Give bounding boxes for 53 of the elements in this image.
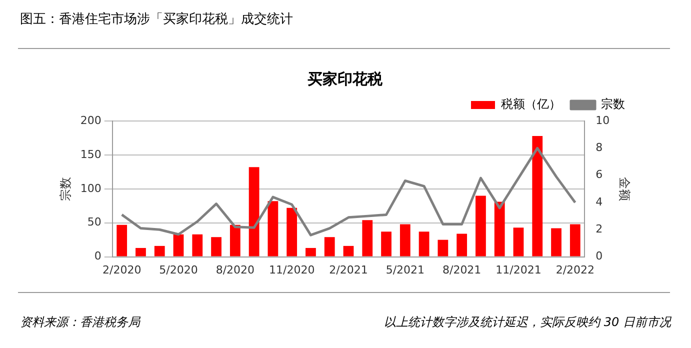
- y-tick-label: 100: [80, 182, 102, 195]
- y2-axis-title: 金额: [618, 176, 632, 201]
- bar: [154, 246, 165, 256]
- y2-tick-label: 4: [596, 195, 603, 208]
- x-tick-label: 5/2020: [159, 263, 198, 276]
- bar: [362, 220, 373, 256]
- bar: [532, 136, 543, 256]
- text: 资料来源：香港税务局: [20, 314, 140, 331]
- y-tick-label: 150: [80, 148, 102, 161]
- x-tick-label: 2/2020: [102, 263, 142, 276]
- bar: [286, 208, 298, 256]
- x-tick-label: 5/2021: [386, 263, 425, 276]
- x-tick-label: 8/2021: [442, 263, 482, 276]
- text: 以上统计数字涉及统计延迟，实际反映约 30 日前市况: [384, 314, 671, 331]
- bar: [551, 228, 562, 256]
- bar: [343, 246, 354, 256]
- bar: [456, 234, 468, 256]
- chart-title: 图五：香港住宅市场涉「买家印花税」成交统计: [20, 11, 293, 28]
- legend-label: 宗数: [601, 97, 625, 112]
- bar: [248, 167, 260, 256]
- bar: [116, 224, 128, 256]
- y2-tick-label: 8: [596, 141, 603, 154]
- bar: [438, 240, 448, 256]
- bar: [400, 224, 410, 256]
- bar: [136, 248, 146, 256]
- bar: [513, 228, 524, 256]
- x-tick-label: 8/2020: [216, 263, 255, 276]
- y-tick-label: 200: [80, 114, 102, 127]
- bar: [173, 234, 184, 256]
- bar: [211, 237, 222, 256]
- y-axis-title: 宗数: [58, 176, 72, 201]
- bar: [418, 232, 430, 256]
- bar: [230, 224, 240, 256]
- y-tick-label: 50: [87, 216, 102, 229]
- bar: [324, 237, 335, 256]
- y2-tick-label: 6: [596, 168, 603, 182]
- x-tick-label: 2/2021: [329, 263, 368, 276]
- y-tick-label: 0: [94, 250, 102, 263]
- bar: [268, 201, 278, 256]
- x-tick-label: 11/2020: [268, 263, 315, 276]
- legend-label: 税额（亿）: [501, 97, 561, 112]
- y2-tick-label: 2: [596, 222, 603, 236]
- bar: [381, 232, 392, 256]
- x-tick-label: 11/2021: [496, 263, 542, 276]
- bar: [306, 248, 316, 256]
- bar: [476, 196, 486, 256]
- y2-tick-label: 0: [596, 250, 603, 263]
- bar: [192, 234, 203, 256]
- x-tick-label: 2/2022: [556, 263, 595, 276]
- y2-tick-label: 10: [596, 114, 610, 127]
- bar: [494, 202, 505, 256]
- bar: [570, 224, 580, 256]
- chart-subtitle: 买家印花税: [308, 70, 384, 88]
